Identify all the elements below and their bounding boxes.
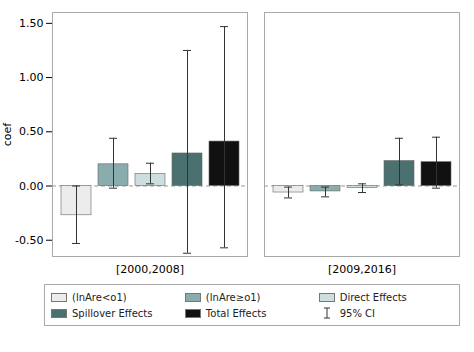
html-text:Spillover Effects: Spillover Effects — [72, 307, 153, 319]
svg-text:coef: coef — [1, 122, 14, 147]
svg-text:0.50: 0.50 — [19, 125, 44, 138]
html-text:(lnAre≥o1): (lnAre≥o1) — [205, 291, 261, 303]
html-text:(lnAre<o1): (lnAre<o1) — [72, 291, 127, 303]
html-text:Total Effects: Total Effects — [205, 307, 267, 319]
html-text:95% CI: 95% CI — [339, 307, 376, 319]
html-text:Direct Effects: Direct Effects — [339, 291, 407, 303]
svg-text:[2000,2008]: [2000,2008] — [116, 263, 184, 276]
svg-text:1.50: 1.50 — [19, 17, 44, 30]
svg-text:[2009,2016]: [2009,2016] — [328, 263, 396, 276]
svg-text:-0.50: -0.50 — [15, 234, 43, 247]
svg-text:1.00: 1.00 — [19, 71, 44, 84]
svg-text:0.00: 0.00 — [19, 180, 44, 193]
